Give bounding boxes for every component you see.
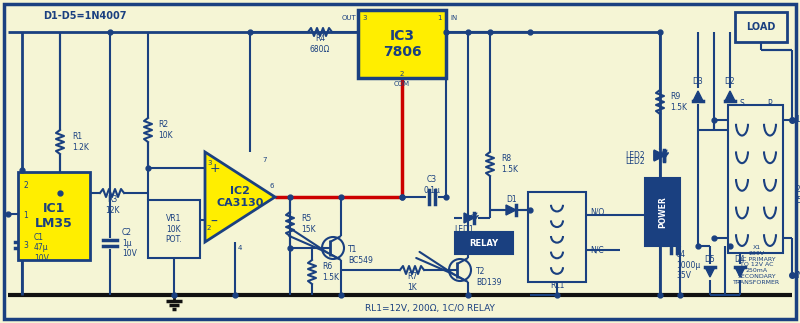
Text: 6: 6 [270, 183, 274, 189]
Text: R8
1.5K: R8 1.5K [501, 154, 518, 174]
Text: X1
230V
AC PRIMARY
TO 12V AC
250mA
SECONDARY
TRANSFORMER: X1 230V AC PRIMARY TO 12V AC 250mA SECON… [734, 245, 781, 285]
Text: S: S [740, 99, 744, 108]
Bar [735, 12, 787, 42]
Polygon shape [693, 91, 703, 101]
Text: C2
1µ
10V: C2 1µ 10V [122, 228, 137, 258]
Bar [528, 192, 586, 282]
Text: VR1
10K
POT.: VR1 10K POT. [166, 214, 182, 244]
Text: L: L [796, 116, 800, 124]
Text: D4: D4 [734, 255, 746, 265]
Text: C1
47µ
10V: C1 47µ 10V [34, 233, 49, 263]
Text: 1: 1 [438, 15, 442, 21]
Text: COM: COM [394, 81, 410, 87]
Text: N/O: N/O [590, 207, 604, 216]
Text: R4
680Ω: R4 680Ω [310, 34, 330, 54]
Text: R9
1.5K: R9 1.5K [670, 92, 687, 112]
Text: LOAD: LOAD [746, 22, 776, 32]
Text: T1
BC549: T1 BC549 [348, 245, 373, 265]
Polygon shape [654, 151, 664, 161]
Bar [455, 232, 513, 254]
Text: 3: 3 [207, 160, 211, 166]
Bar [728, 105, 783, 253]
Polygon shape [735, 267, 745, 277]
Text: 2: 2 [24, 182, 28, 191]
Polygon shape [464, 213, 474, 223]
Text: 2: 2 [207, 225, 211, 231]
Polygon shape [705, 267, 715, 277]
Text: 2: 2 [400, 71, 404, 77]
Text: –: – [210, 215, 217, 229]
Text: P: P [768, 99, 772, 108]
Text: T2
BD139: T2 BD139 [476, 267, 502, 287]
Text: POWER: POWER [658, 196, 667, 228]
Bar [358, 10, 446, 78]
Text: RL1: RL1 [550, 280, 564, 289]
Polygon shape [205, 152, 275, 242]
Text: 4: 4 [238, 245, 242, 251]
Polygon shape [506, 205, 516, 215]
Text: 1: 1 [24, 212, 28, 221]
Text: IC3
7806: IC3 7806 [382, 29, 422, 59]
Text: OUT: OUT [342, 15, 356, 21]
Text: R2
10K: R2 10K [158, 120, 173, 140]
Text: N: N [796, 270, 800, 279]
Text: R7
1K: R7 1K [407, 272, 417, 292]
Text: 7: 7 [262, 157, 266, 163]
Text: R6
1.5K: R6 1.5K [322, 262, 339, 282]
Text: 230V AC
50Hz: 230V AC 50Hz [796, 185, 800, 205]
Bar [148, 200, 200, 258]
Text: D1: D1 [506, 195, 518, 204]
Text: LED1: LED1 [454, 225, 474, 234]
Text: LED2: LED2 [626, 151, 645, 161]
Text: LED2: LED2 [626, 158, 645, 166]
Text: IC1
LM35: IC1 LM35 [35, 202, 73, 230]
Text: R5
15K: R5 15K [301, 214, 316, 234]
Text: RL1=12V, 200Ω, 1C/O RELAY: RL1=12V, 200Ω, 1C/O RELAY [365, 305, 495, 314]
Text: D5: D5 [705, 255, 715, 265]
Text: C4
1000µ
35V: C4 1000µ 35V [676, 250, 700, 280]
Text: 3: 3 [23, 242, 29, 251]
Text: D2: D2 [725, 78, 735, 87]
Text: R3
12K: R3 12K [105, 195, 119, 215]
Polygon shape [654, 150, 664, 160]
Text: R1
1.2K: R1 1.2K [72, 132, 89, 152]
Text: C3
0.1µ: C3 0.1µ [423, 175, 441, 195]
Text: IC2
CA3130: IC2 CA3130 [216, 186, 264, 208]
Text: N/C: N/C [590, 245, 604, 255]
Bar [645, 178, 680, 246]
Bar [18, 172, 90, 260]
Text: IN: IN [450, 15, 458, 21]
Text: RELAY: RELAY [470, 238, 498, 247]
Text: D1-D5=1N4007: D1-D5=1N4007 [43, 11, 126, 21]
Text: 3: 3 [362, 15, 366, 21]
Text: D3: D3 [693, 78, 703, 87]
Polygon shape [725, 91, 735, 101]
Text: +: + [210, 162, 221, 174]
